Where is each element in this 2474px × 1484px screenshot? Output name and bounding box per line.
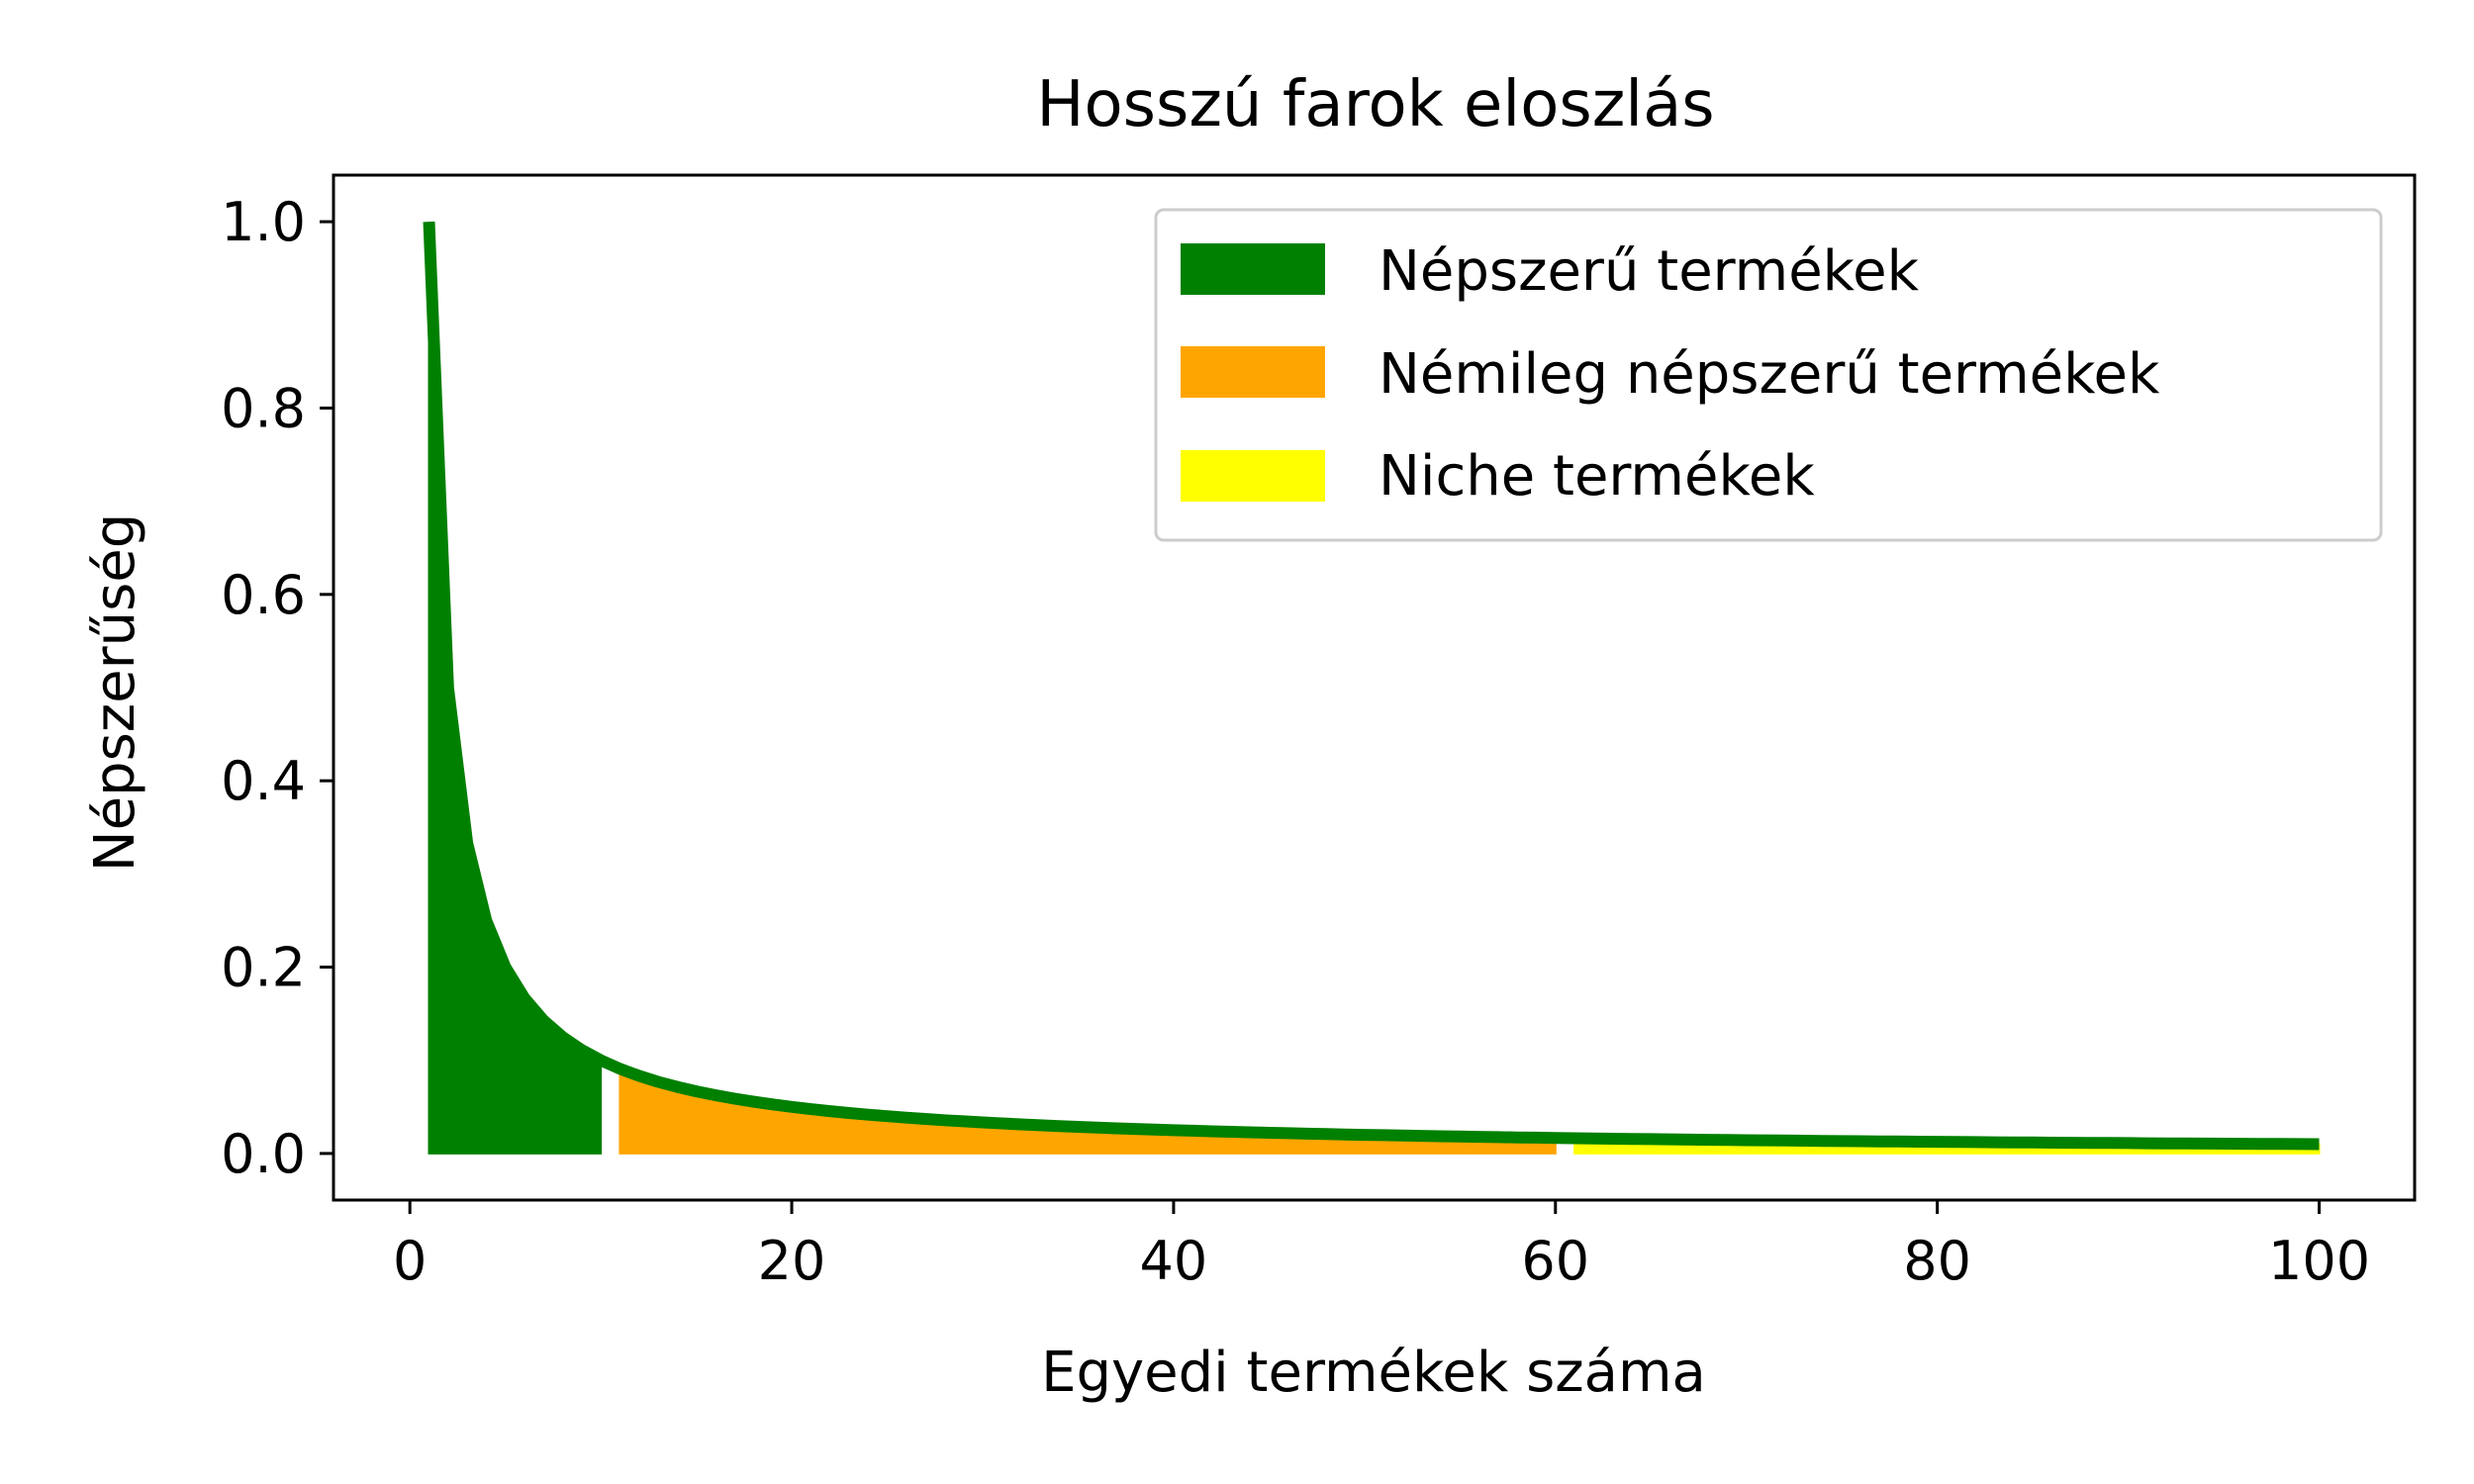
x-tick-label: 20 (758, 1230, 826, 1292)
x-tick-label: 80 (1903, 1230, 1971, 1292)
legend-label-somewhat-popular: Némileg népszerű termékek (1379, 342, 2160, 407)
y-tick-label: 0.8 (221, 377, 306, 439)
y-tick-label: 0.4 (221, 750, 306, 812)
legend: Népszerű termékek Némileg népszerű termé… (1154, 208, 2383, 542)
legend-label-niche: Niche termékek (1379, 444, 1815, 509)
x-tick-label: 100 (2268, 1230, 2370, 1292)
y-tick-label: 1.0 (221, 191, 306, 253)
legend-swatch-niche (1181, 450, 1325, 502)
area-region-1 (428, 222, 603, 1155)
y-tick-label: 0.0 (221, 1123, 306, 1185)
x-axis-label: Egyedi termékek száma (1041, 1341, 1706, 1405)
x-tick-label: 60 (1521, 1230, 1589, 1292)
y-tick-label: 0.2 (221, 937, 306, 999)
popularity-curve (423, 221, 2320, 1151)
x-tick-label: 40 (1140, 1230, 1208, 1292)
plot-frame (332, 173, 2417, 1202)
x-axis: 0 20 40 60 80 100 (393, 1200, 2370, 1292)
legend-box (1154, 208, 2383, 542)
chart-title: Hosszú farok eloszlás (1036, 68, 1714, 141)
legend-swatch-somewhat-popular (1181, 346, 1325, 398)
legend-label-popular: Népszerű termékek (1379, 239, 1920, 304)
x-tick-label: 0 (393, 1230, 427, 1292)
y-axis-label: Népszerűség (83, 513, 147, 873)
y-axis: 0.0 0.2 0.4 0.6 0.8 1.0 (221, 191, 333, 1185)
legend-swatch-popular (1181, 243, 1325, 295)
y-tick-label: 0.6 (221, 564, 306, 626)
